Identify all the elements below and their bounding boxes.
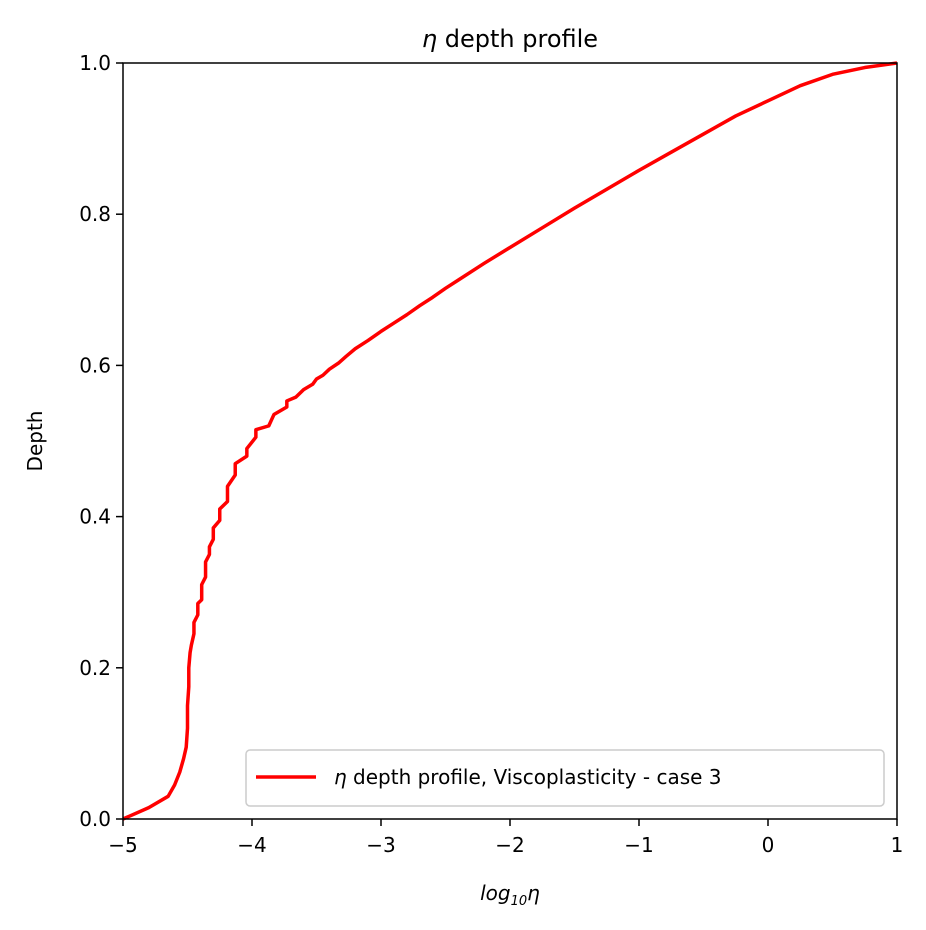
- x-axis-ticks: −5 −4 −3 −2 −1 0 1: [108, 819, 903, 857]
- x-axis-label-sub: 10: [511, 894, 528, 909]
- series-layer: [122, 61, 898, 821]
- y-axis-label: Depth: [23, 411, 47, 472]
- series-line-0: [122, 61, 898, 821]
- x-axis-label: log10η: [480, 881, 540, 909]
- x-tick-label: −1: [624, 833, 653, 857]
- x-tick-label: −2: [495, 833, 524, 857]
- x-axis-label-base: log: [480, 881, 511, 905]
- chart-title-rest: depth profile: [437, 25, 598, 53]
- y-tick-label: 0.6: [79, 353, 111, 377]
- x-tick-label: −4: [237, 833, 266, 857]
- legend-entry-symbol: η: [334, 765, 347, 789]
- y-tick-label: 0.8: [79, 202, 111, 226]
- y-tick-label: 0.4: [79, 505, 111, 529]
- x-tick-label: 0: [762, 833, 775, 857]
- x-tick-label: −5: [108, 833, 137, 857]
- chart-title: η depth profile: [422, 25, 598, 53]
- legend: η depth profile, Viscoplasticity - case …: [245, 749, 885, 807]
- legend-entry-rest: depth profile, Viscoplasticity - case 3: [347, 765, 722, 789]
- x-tick-label: −3: [366, 833, 395, 857]
- y-axis-ticks: 0.0 0.2 0.4 0.6 0.8 1.0: [79, 51, 123, 831]
- legend-entry-label: η depth profile, Viscoplasticity - case …: [334, 765, 722, 789]
- plot-area: [123, 63, 897, 819]
- y-tick-label: 1.0: [79, 51, 111, 75]
- chart-title-symbol: η: [422, 25, 437, 53]
- y-tick-label: 0.2: [79, 656, 111, 680]
- x-axis-label-symbol: η: [527, 881, 540, 905]
- legend-box: [245, 749, 885, 807]
- y-tick-label: 0.0: [79, 807, 111, 831]
- x-tick-label: 1: [891, 833, 904, 857]
